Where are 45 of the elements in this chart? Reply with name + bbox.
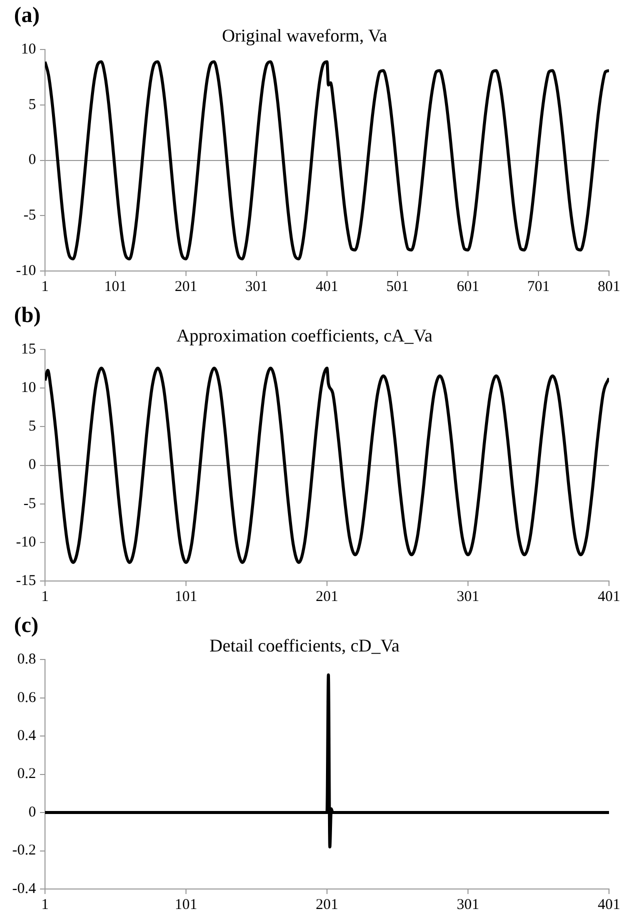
y-tick-label: 15 <box>21 342 36 358</box>
x-tick-label: 101 <box>104 278 127 295</box>
y-tick-label: 0 <box>28 152 36 168</box>
y-tick-label: -0.2 <box>12 842 36 859</box>
x-tick-label: 401 <box>598 588 620 605</box>
x-tick-label: 701 <box>527 278 550 295</box>
y-tick-label: 0.4 <box>17 728 36 744</box>
y-tick-label: 0.2 <box>17 766 36 782</box>
x-tick-label: 801 <box>598 278 620 295</box>
x-tick-label: 1 <box>41 278 49 295</box>
x-tick-label: 101 <box>174 896 198 913</box>
x-tick-label: 201 <box>316 588 338 605</box>
x-tick-label: 301 <box>456 896 480 913</box>
line-series <box>45 673 609 848</box>
y-tick-label: 5 <box>28 96 36 113</box>
y-tick-label: 10 <box>21 380 36 396</box>
x-tick-label: 501 <box>386 278 409 295</box>
y-tick-label: 5 <box>28 418 36 435</box>
x-tick-label: 301 <box>456 588 480 605</box>
y-tick-label: -10 <box>16 262 36 279</box>
y-tick-label: -10 <box>16 534 36 550</box>
chart-title: Original waveform, Va <box>222 26 388 46</box>
x-tick-label: 1 <box>41 896 49 913</box>
y-tick-label: 0.8 <box>17 652 36 668</box>
chart-title: Approximation coefficients, cA_Va <box>176 326 433 346</box>
text: (b) <box>14 302 41 328</box>
x-tick-label: 401 <box>598 896 620 913</box>
x-tick-label: 301 <box>245 278 268 295</box>
text: (a) <box>14 2 40 28</box>
x-tick-label: 201 <box>174 278 198 295</box>
y-tick-label: -15 <box>16 572 36 589</box>
y-tick-label: 0 <box>28 457 36 474</box>
x-tick-label: 401 <box>316 278 338 295</box>
x-tick-label: 201 <box>316 896 338 913</box>
y-tick-label: 0 <box>28 804 36 820</box>
x-tick-label: 1 <box>41 588 49 605</box>
x-tick-label: 601 <box>456 278 480 295</box>
chart-title: Detail coefficients, cD_Va <box>209 636 400 656</box>
y-tick-label: -5 <box>24 208 36 224</box>
y-tick-label: 0.6 <box>17 690 36 706</box>
y-tick-label: -0.4 <box>12 880 36 897</box>
y-tick-label: -5 <box>24 496 36 512</box>
text: (c) <box>14 612 38 638</box>
y-tick-label: 10 <box>21 42 36 58</box>
x-tick-label: 101 <box>174 588 198 605</box>
